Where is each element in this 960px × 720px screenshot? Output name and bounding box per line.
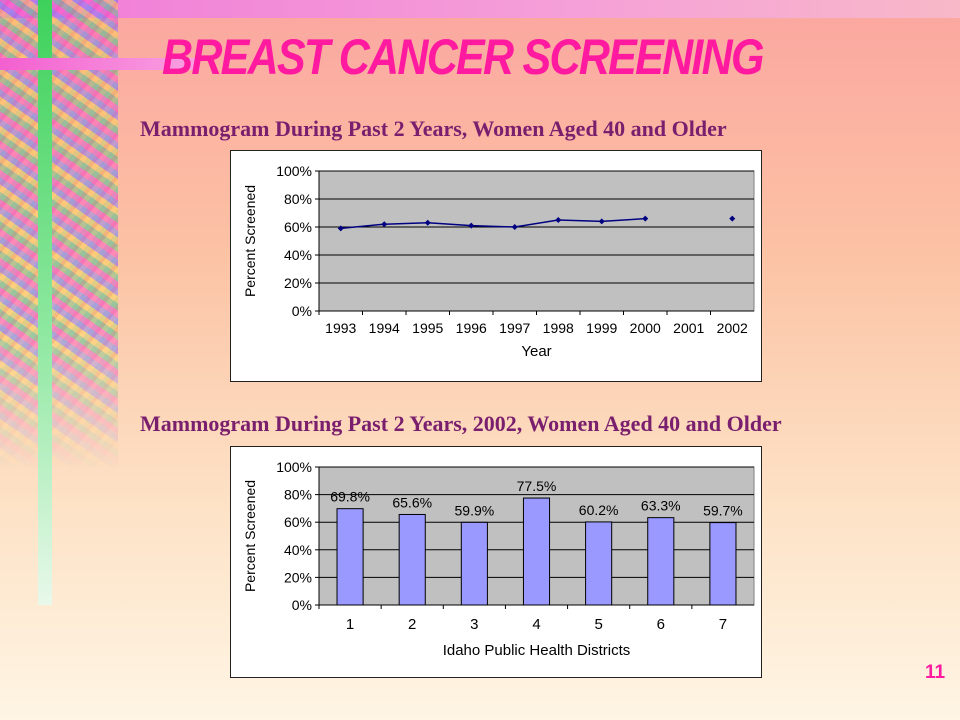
bar-chart-x-axis-label: Idaho Public Health Districts: [443, 642, 631, 659]
decorative-vertical-bar: [38, 0, 52, 605]
bar-chart-y-tick-label: 40%: [284, 542, 312, 558]
bar-chart-y-axis-label: Percent Screened: [242, 480, 258, 592]
line-chart-y-tick-label: 40%: [284, 247, 312, 263]
bar-chart-title: Mammogram During Past 2 Years, 2002, Wom…: [140, 411, 782, 436]
line-chart-svg: 0% 20% 40% 60% 80% 100% Percent Screened 1993 19…: [242, 163, 755, 360]
bar-data-label: 59.9%: [455, 502, 495, 518]
page-number: 11: [925, 662, 946, 683]
line-chart-x-tick-label: 1994: [369, 320, 400, 336]
line-chart-y-tick-label: 60%: [284, 219, 312, 235]
bar: [460, 521, 488, 606]
line-chart: 0% 20% 40% 60% 80% 100% Percent Screened 1993 19…: [230, 150, 762, 382]
line-chart-x-tick-label: 2000: [630, 320, 661, 336]
top-decor-strip: [0, 0, 960, 18]
line-data-point: [468, 222, 475, 229]
line-chart-x-tick-label: 2001: [673, 320, 704, 336]
line-chart-plot-area: [318, 170, 755, 312]
line-chart-y-tick-label: 80%: [284, 191, 312, 207]
bar: [398, 513, 426, 606]
bar: [585, 521, 613, 606]
bar-chart-x-tick-label: 5: [594, 616, 602, 633]
line-chart-x-axis-label: Year: [521, 343, 551, 360]
line-chart-y-tick-label: 0%: [292, 303, 312, 319]
bar: [336, 508, 364, 606]
bar-chart-y-tick-label: 100%: [276, 459, 312, 475]
bar-chart-y-tick-label: 60%: [284, 514, 312, 530]
line-data-point: [555, 217, 562, 223]
bar-data-label: 60.2%: [579, 502, 619, 518]
bar-chart-x-tick-label: 2: [408, 616, 416, 633]
bar-data-label: 69.8%: [330, 489, 370, 505]
line-chart-x-tick-label: 2002: [717, 320, 748, 336]
line-chart-x-tick-label: 1996: [456, 320, 487, 336]
line-chart-y-tick-label: 20%: [284, 275, 312, 291]
bar-chart-x-tick-label: 6: [657, 616, 665, 633]
bar-data-label: 77.5%: [517, 478, 557, 494]
line-data-point: [337, 225, 344, 232]
line-chart-x-tick-label: 1993: [325, 320, 356, 336]
line-chart-x-tick-label: 1997: [499, 320, 530, 336]
line-data-point: [381, 221, 388, 228]
bar: [647, 517, 675, 606]
line-chart-x-tick-label: 1995: [412, 320, 443, 336]
line-series-line: [340, 217, 646, 230]
bar-chart-x-tick-label: 7: [719, 616, 727, 633]
page-title: BREAST CANCER SCREENING: [162, 29, 764, 85]
bar-chart-svg: 0% 20% 40% 60% 80% 100% Percent Screened 1 2 3 4 5 6…: [242, 459, 755, 659]
bar-chart-y-tick-label: 80%: [284, 487, 312, 503]
bar-chart-x-tick-label: 3: [470, 616, 478, 633]
line-data-point: [511, 224, 518, 230]
decorative-collage-image: [0, 0, 118, 470]
bar: [522, 497, 551, 606]
bar: [709, 522, 737, 606]
line-chart-x-tick-label: 1998: [543, 320, 574, 336]
bar-chart-y-tick-label: 0%: [292, 597, 312, 613]
line-data-point: [729, 215, 736, 222]
line-data-point: [424, 219, 431, 226]
bar-chart: 0% 20% 40% 60% 80% 100% Percent Screened 1 2 3 4 5 6…: [230, 446, 762, 678]
line-chart-y-tick-label: 100%: [276, 163, 312, 179]
line-chart-y-axis-label: Percent Screened: [242, 185, 258, 297]
bar-chart-y-tick-label: 20%: [284, 569, 312, 585]
line-chart-title: Mammogram During Past 2 Years, Women Age…: [140, 116, 727, 141]
bar-data-label: 65.6%: [392, 494, 432, 510]
line-chart-x-tick-label: 1999: [586, 320, 617, 336]
bar-data-label: 59.7%: [703, 503, 743, 519]
decorative-horizontal-bar: [0, 58, 200, 70]
bar-chart-x-tick-label: 4: [532, 616, 540, 633]
line-data-point: [598, 218, 605, 225]
bar-data-label: 63.3%: [641, 498, 681, 514]
bar-chart-x-tick-label: 1: [346, 616, 354, 633]
line-data-point: [642, 215, 649, 222]
